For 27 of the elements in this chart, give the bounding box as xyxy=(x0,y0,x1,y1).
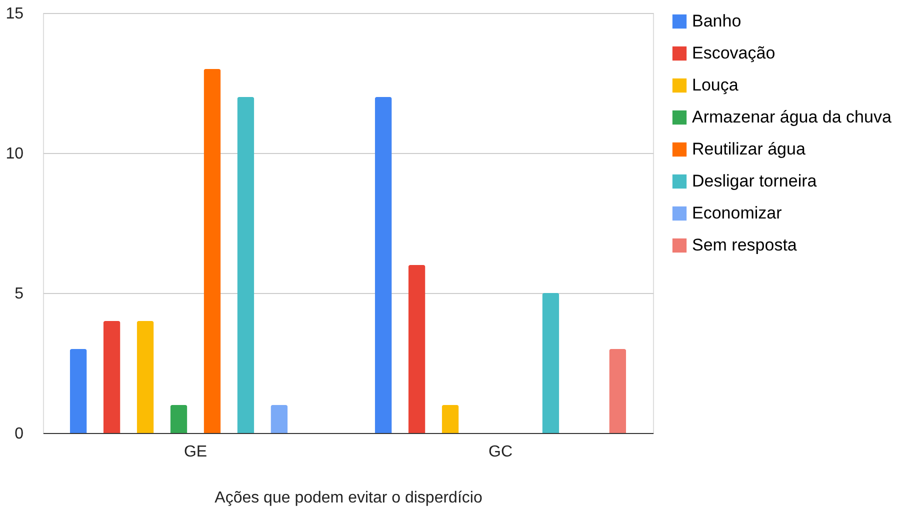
bar xyxy=(609,349,626,433)
bar xyxy=(542,293,560,433)
bar xyxy=(204,69,221,433)
legend-label: Reutilizar água xyxy=(692,140,806,158)
bar xyxy=(103,321,120,433)
legend-label: Desligar torneira xyxy=(692,172,818,190)
legend-label: Louça xyxy=(692,76,739,94)
bar xyxy=(442,405,459,433)
bar xyxy=(408,265,426,433)
y-tick-label: 10 xyxy=(6,146,24,162)
bar xyxy=(170,405,188,433)
y-tick-label: 0 xyxy=(14,426,24,442)
bar xyxy=(70,349,87,433)
x-axis-title: Ações que podem evitar o disperdício xyxy=(214,490,482,506)
legend-label: Banho xyxy=(692,12,742,30)
legend-label: Armazenar água da chuva xyxy=(692,108,892,126)
legend-label: Economizar xyxy=(692,204,782,222)
y-tick-label: 15 xyxy=(6,6,24,22)
x-tick-label: GC xyxy=(488,444,512,460)
bar xyxy=(136,321,154,433)
legend-label: Sem resposta xyxy=(692,236,798,254)
bar xyxy=(270,405,288,433)
legend-label: Escovação xyxy=(692,44,776,62)
bar xyxy=(237,97,254,433)
y-tick-label: 5 xyxy=(14,286,24,302)
x-tick-label: GE xyxy=(184,444,208,460)
bar xyxy=(374,97,392,433)
